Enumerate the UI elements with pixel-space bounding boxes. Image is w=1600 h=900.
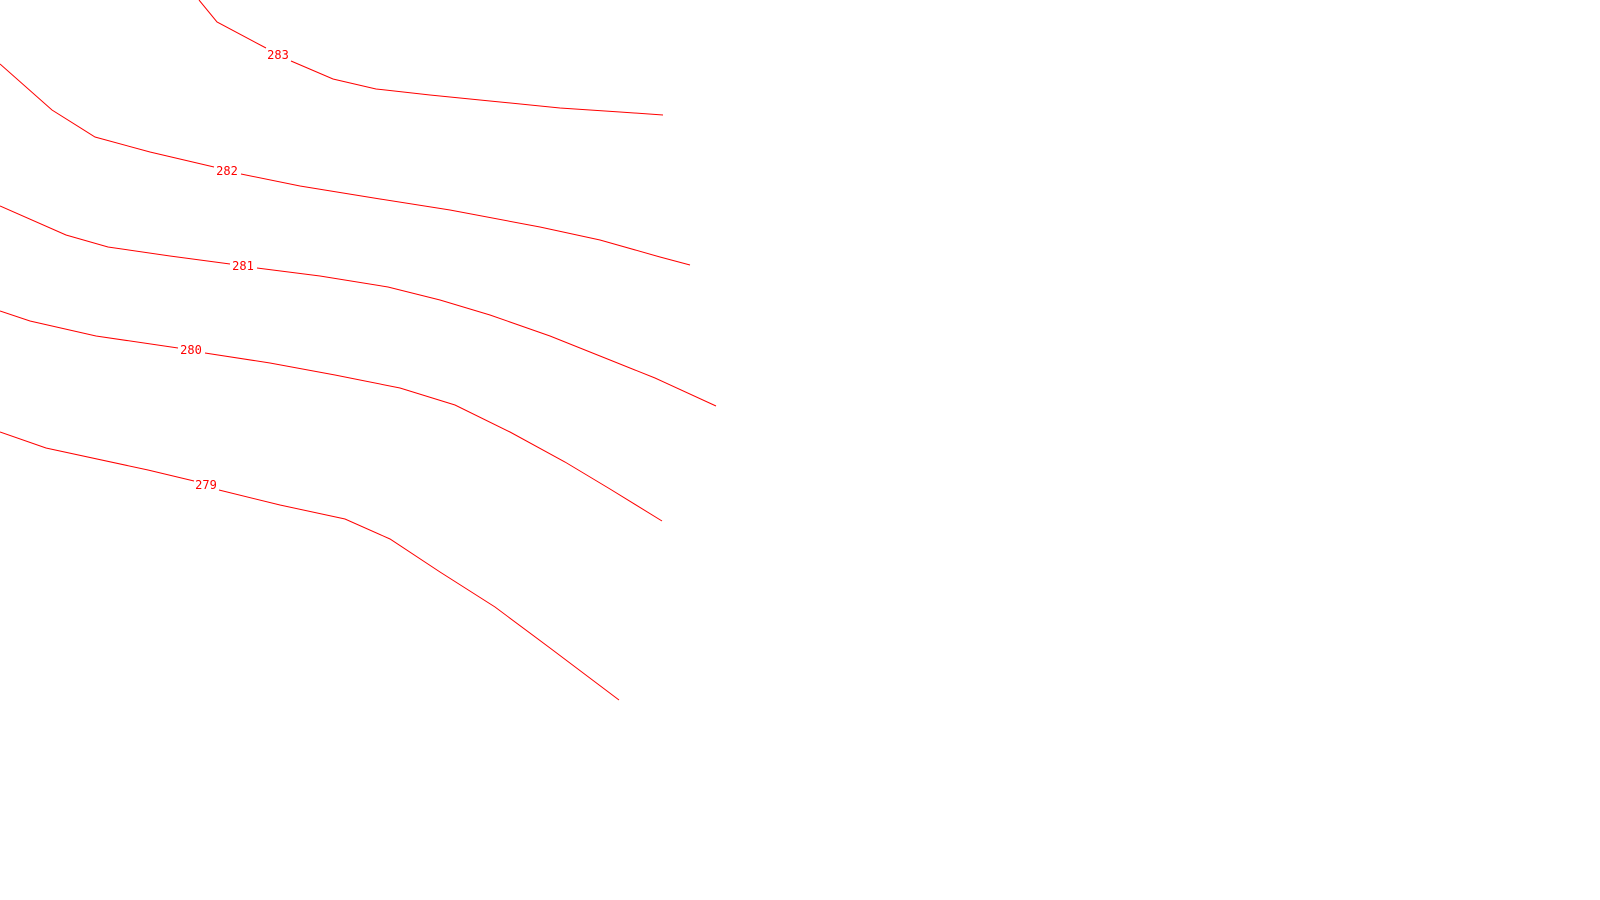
contour-280: 280 bbox=[0, 310, 663, 522]
contour-label-279: 279 bbox=[195, 478, 217, 492]
contour-label-281: 281 bbox=[232, 259, 254, 273]
contour-279: 279 bbox=[0, 431, 620, 701]
contour-label-283: 283 bbox=[267, 48, 289, 62]
contour-line-280 bbox=[0, 310, 179, 349]
contour-line-281 bbox=[0, 205, 231, 265]
contour-line-282 bbox=[0, 63, 215, 168]
contour-line-282 bbox=[240, 173, 691, 266]
contour-line-280 bbox=[204, 352, 663, 522]
contour-line-281 bbox=[256, 267, 717, 407]
contour-283: 283 bbox=[198, 0, 664, 116]
contour-281: 281 bbox=[0, 205, 717, 407]
contour-line-283 bbox=[290, 60, 664, 116]
contour-282: 282 bbox=[0, 63, 691, 266]
contour-line-279 bbox=[0, 431, 195, 482]
contour-line-279 bbox=[218, 489, 620, 701]
contour-label-282: 282 bbox=[216, 164, 238, 178]
contour-line-283 bbox=[198, 0, 267, 49]
contour-label-280: 280 bbox=[180, 343, 202, 357]
